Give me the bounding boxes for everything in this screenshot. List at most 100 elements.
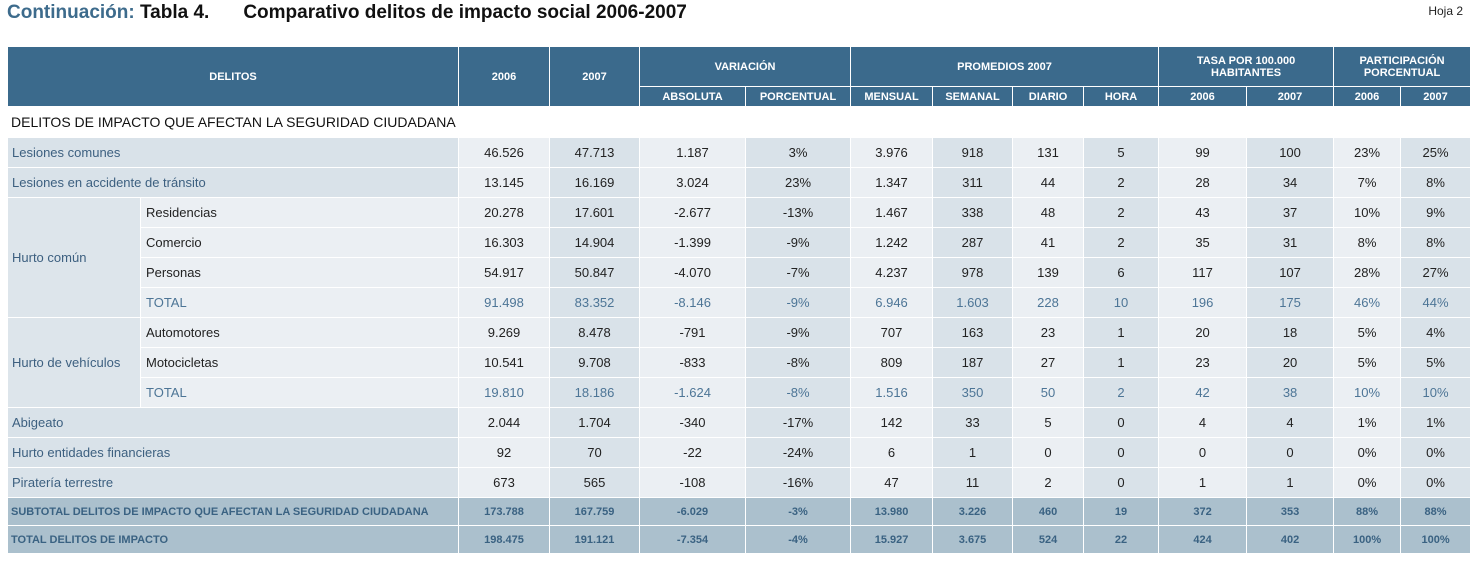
header-tasa: TASA POR 100.000 HABITANTES [1158,46,1335,87]
value-cell: -9% [745,287,852,318]
header-diario: DIARIO [1012,86,1085,107]
row-label: Abigeato [6,407,460,438]
value-cell: 3.976 [850,137,934,168]
value-cell: 2 [1083,197,1160,228]
header-2007: 2007 [549,46,641,107]
value-cell: 25% [1400,137,1472,168]
value-cell: 1% [1333,407,1402,438]
table-row: Lesiones comunes 46.526 47.713 1.187 3% 3.976… [6,137,1472,168]
value-cell: 565 [549,467,641,498]
value-cell: 167.759 [549,497,641,526]
value-cell: 0% [1400,437,1472,468]
crime-comparison-table: DELITOS 2006 2007 VARIACIÓN PROMEDIOS 20… [6,46,1472,554]
value-cell: -1.624 [639,377,747,408]
value-cell: 5% [1333,347,1402,378]
table-row: Motocicletas 10.541 9.708 -833 -8% 809 187 27 1 2… [8,347,1472,378]
value-cell: 1% [1400,407,1472,438]
header-promedios: PROMEDIOS 2007 [850,46,1160,87]
value-cell: -8.146 [639,287,747,318]
value-cell: 1 [932,437,1014,468]
value-cell: 28 [1158,167,1248,198]
value-cell: 1 [1158,467,1248,498]
value-cell: 23 [1012,317,1085,348]
value-cell: 6 [850,437,934,468]
value-cell: 35 [1158,227,1248,258]
header-delitos: DELITOS [6,46,460,107]
value-cell: 9.269 [458,317,551,348]
value-cell: 50.847 [549,257,641,288]
value-cell: 100% [1400,525,1472,554]
value-cell: -833 [639,347,747,378]
value-cell: 33 [932,407,1014,438]
value-cell: -9% [745,227,852,258]
value-cell: -16% [745,467,852,498]
value-cell: 5% [1400,347,1472,378]
value-cell: -8% [745,347,852,378]
subtotal-row: SUBTOTAL DELITOS DE IMPACTO QUE AFECTAN … [6,497,1472,526]
value-cell: 287 [932,227,1014,258]
value-cell: 99 [1158,137,1248,168]
value-cell: 3.024 [639,167,747,198]
value-cell: 23% [745,167,852,198]
table-row: Lesiones en accidente de tránsito 13.145 1… [6,167,1472,198]
value-cell: 0 [1083,407,1160,438]
value-cell: 100% [1333,525,1402,554]
value-cell: 18 [1246,317,1335,348]
value-cell: 809 [850,347,934,378]
value-cell: 44 [1012,167,1085,198]
value-cell: 1.347 [850,167,934,198]
value-cell: 88% [1400,497,1472,526]
value-cell: 38 [1246,377,1335,408]
value-cell: 4% [1400,317,1472,348]
value-cell: 91.498 [458,287,551,318]
table-number: Tabla 4. [139,2,210,23]
row-label: SUBTOTAL DELITOS DE IMPACTO QUE AFECTAN … [6,497,460,526]
value-cell: 8% [1333,227,1402,258]
value-cell: 1.467 [850,197,934,228]
value-cell: 524 [1012,525,1085,554]
value-cell: 918 [932,137,1014,168]
value-cell: 424 [1158,525,1248,554]
value-cell: 16.303 [458,227,551,258]
value-cell: 107 [1246,257,1335,288]
value-cell: 27 [1012,347,1085,378]
value-cell: 14.904 [549,227,641,258]
value-cell: -340 [639,407,747,438]
value-cell: 8.478 [549,317,641,348]
table-row: Personas 54.917 50.847 -4.070 -7% 4.237 978 139… [8,257,1472,288]
table-row: Abigeato 2.044 1.704 -340 -17% 142 33 5 0 4 4 1% 1% [6,407,1472,438]
value-cell: 460 [1012,497,1085,526]
value-cell: 17.601 [549,197,641,228]
header-variacion: VARIACIÓN [639,46,852,87]
value-cell: 338 [932,197,1014,228]
value-cell: 7% [1333,167,1402,198]
value-cell: -2.677 [639,197,747,228]
header-participacion: PARTICIPACIÓN PORCENTUAL [1333,46,1472,87]
header-part-2006: 2006 [1333,86,1402,107]
header-hora: HORA [1083,86,1160,107]
value-cell: 978 [932,257,1014,288]
sheet-label: Hoja 2 [1428,4,1463,18]
value-cell: 9% [1400,197,1472,228]
row-label: Motocicletas [139,347,460,378]
value-cell: 4.237 [850,257,934,288]
value-cell: 228 [1012,287,1085,318]
row-label: Piratería terrestre [6,467,460,498]
value-cell: 372 [1158,497,1248,526]
value-cell: -4% [745,525,852,554]
value-cell: -22 [639,437,747,468]
value-cell: -9% [745,317,852,348]
value-cell: 47 [850,467,934,498]
header-porcentual: PORCENTUAL [745,86,852,107]
value-cell: 42 [1158,377,1248,408]
value-cell: 20.278 [458,197,551,228]
value-cell: 10% [1400,377,1472,408]
header-2006: 2006 [458,46,551,107]
table-row: Comercio 16.303 14.904 -1.399 -9% 1.242 287 41 2… [8,227,1472,258]
value-cell: 19.810 [458,377,551,408]
value-cell: 6.946 [850,287,934,318]
total-row: TOTAL DELITOS DE IMPACTO 198.475 191.121 -7… [6,525,1472,554]
table-row: Piratería terrestre 673 565 -108 -16% 47 11 2 0 1… [6,467,1472,498]
value-cell: 1.242 [850,227,934,258]
value-cell: -1.399 [639,227,747,258]
